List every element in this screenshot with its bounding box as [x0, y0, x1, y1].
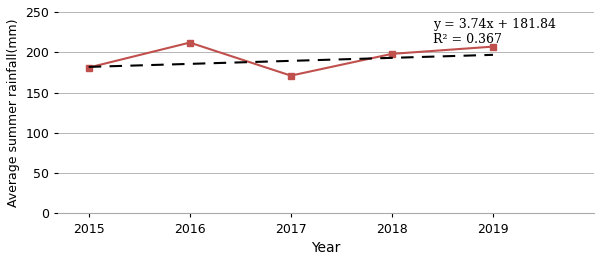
Text: y = 3.74x + 181.84
R² = 0.367: y = 3.74x + 181.84 R² = 0.367 [433, 18, 557, 46]
Y-axis label: Average summer rainfall(mm): Average summer rainfall(mm) [7, 18, 20, 207]
X-axis label: Year: Year [311, 241, 341, 255]
